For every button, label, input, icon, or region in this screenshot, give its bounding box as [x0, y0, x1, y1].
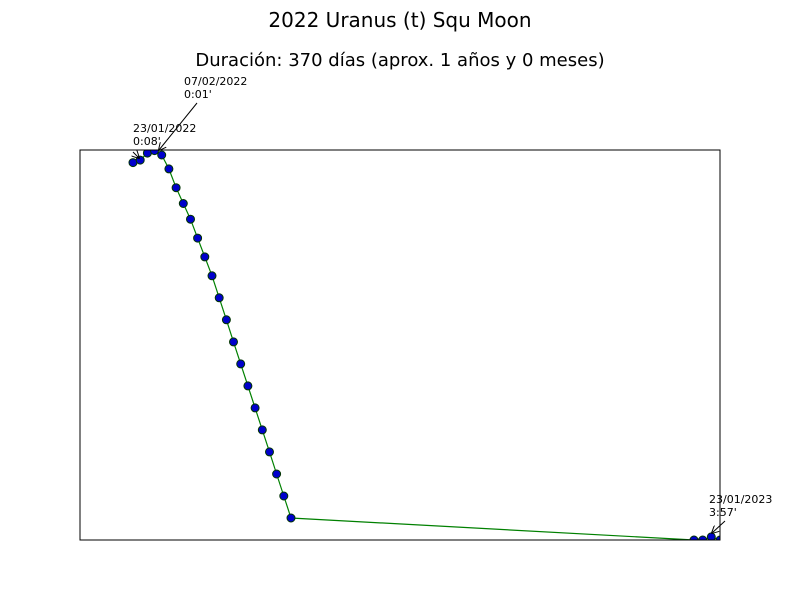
data-point [257, 425, 267, 435]
annotation-date: 23/01/2022 [133, 122, 196, 135]
annotation-value: 0:01' [184, 88, 212, 101]
chart-title: 2022 Uranus (t) Squ Moon [268, 8, 532, 32]
annotation-date: 23/01/2023 [709, 493, 772, 506]
data-point [193, 233, 203, 243]
annotation-arrow [133, 152, 139, 158]
annotation-arrow [712, 520, 726, 533]
annotation-value: 0:08' [133, 135, 161, 148]
data-point [214, 293, 224, 303]
annotation-arrow [159, 102, 198, 150]
data-point [164, 164, 174, 174]
data-point [135, 155, 145, 165]
data-point [689, 535, 699, 540]
axes-frame [79, 149, 721, 541]
chart-subtitle: Duración: 370 días (aprox. 1 años y 0 me… [195, 50, 605, 71]
data-point [236, 359, 246, 369]
data-point [157, 150, 167, 160]
data-point [279, 491, 289, 501]
data-point [178, 199, 188, 208]
data-point [200, 252, 210, 262]
data-point [698, 535, 708, 540]
annotation-date: 07/02/2022 [184, 75, 247, 88]
data-point [715, 535, 720, 540]
data-point [286, 513, 296, 523]
data-point [265, 447, 274, 457]
data-point [186, 214, 195, 224]
data-point [207, 271, 217, 281]
data-point [171, 183, 181, 193]
data-point [250, 403, 260, 413]
data-point [272, 469, 282, 479]
series-line [132, 150, 720, 540]
data-point [243, 381, 253, 391]
data-point [229, 337, 238, 347]
data-point [221, 315, 231, 325]
annotation-value: 3:57' [709, 506, 737, 519]
